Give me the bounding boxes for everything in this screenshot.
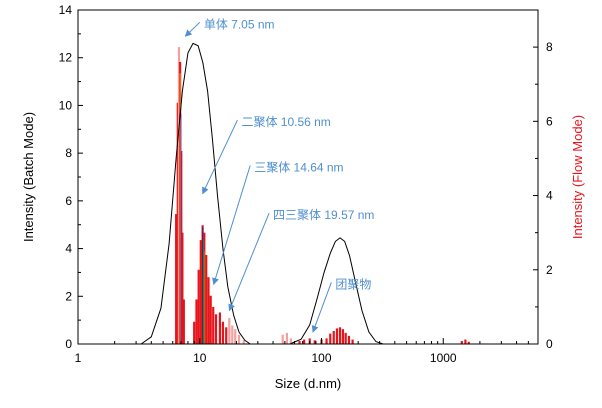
flow-bar bbox=[467, 341, 470, 344]
flow-bar bbox=[228, 318, 231, 344]
flow-bar bbox=[351, 339, 354, 344]
flow-bar bbox=[193, 321, 196, 344]
y-right-tick-label: 8 bbox=[546, 40, 553, 54]
y-right-tick-label: 4 bbox=[546, 189, 553, 203]
flow-bar bbox=[234, 329, 237, 344]
flow-bar bbox=[221, 321, 225, 344]
annotation-arrow bbox=[212, 165, 251, 286]
flow-bar bbox=[464, 339, 467, 344]
flow-bar bbox=[313, 340, 316, 344]
flow-bar bbox=[347, 335, 351, 344]
annotation-arrow bbox=[202, 119, 238, 195]
flow-bar bbox=[344, 332, 347, 344]
y-left-tick-label: 4 bbox=[65, 242, 72, 256]
x-axis-label: Size (d.nm) bbox=[275, 376, 341, 391]
annotation-label: 单体 7.05 nm bbox=[204, 17, 275, 31]
annotation-arrow bbox=[311, 282, 332, 333]
flow-bar bbox=[197, 269, 200, 344]
flow-bar bbox=[335, 328, 339, 344]
flow-bar bbox=[195, 299, 198, 344]
flow-bar bbox=[242, 340, 245, 344]
flow-bar bbox=[281, 334, 284, 344]
flow-bar bbox=[182, 299, 185, 344]
flow-bar bbox=[214, 314, 218, 344]
flow-bar bbox=[205, 254, 208, 344]
y-axis-label-right: Intensity (Flow Mode) bbox=[570, 115, 585, 239]
y-right-tick-label: 6 bbox=[546, 114, 553, 128]
annotation-arrow bbox=[184, 21, 201, 37]
x-tick-label: 10 bbox=[193, 351, 207, 365]
flow-bar bbox=[289, 338, 292, 344]
flow-bar bbox=[325, 338, 328, 344]
flow-bar bbox=[176, 102, 179, 344]
y-left-tick-label: 12 bbox=[59, 51, 73, 65]
flow-bar bbox=[303, 339, 306, 344]
x-tick-label: 1 bbox=[75, 351, 82, 365]
y-left-tick-label: 10 bbox=[59, 98, 73, 112]
y-right-tick-label: 0 bbox=[546, 337, 553, 351]
annotation-label: 二聚体 10.56 nm bbox=[241, 115, 330, 129]
flow-bar bbox=[212, 306, 215, 344]
flow-bar bbox=[199, 240, 202, 344]
flow-bar bbox=[231, 325, 234, 344]
x-tick-label: 100 bbox=[311, 351, 331, 365]
y-right-tick-label: 2 bbox=[546, 263, 553, 277]
flow-bar bbox=[177, 47, 181, 345]
flow-bar bbox=[225, 327, 228, 344]
flow-bar bbox=[338, 327, 342, 344]
flow-bar bbox=[332, 331, 335, 344]
flow-bar bbox=[181, 232, 184, 344]
y-left-tick-label: 14 bbox=[59, 3, 73, 17]
annotation-arrow bbox=[228, 212, 270, 312]
plot-frame bbox=[77, 9, 539, 345]
annotation-label: 团聚物 bbox=[335, 277, 371, 291]
annotation-label: 四三聚体 19.57 nm bbox=[273, 208, 374, 222]
y-axis-label-left: Intensity (Batch Mode) bbox=[21, 112, 36, 242]
flow-bar bbox=[460, 341, 463, 344]
y-left-tick-label: 0 bbox=[65, 337, 72, 351]
flow-bar bbox=[209, 295, 212, 344]
flow-bar bbox=[237, 334, 241, 344]
flow-bar bbox=[218, 312, 222, 344]
flow-bar bbox=[207, 277, 210, 344]
flow-bar bbox=[341, 329, 345, 344]
y-left-tick-label: 6 bbox=[65, 194, 72, 208]
y-left-tick-label: 8 bbox=[65, 146, 72, 160]
x-tick-label: 1000 bbox=[430, 351, 457, 365]
flow-bar bbox=[175, 214, 178, 344]
annotation-label: 三聚体 14.64 nm bbox=[254, 160, 343, 174]
y-left-tick-label: 2 bbox=[65, 289, 72, 303]
flow-bar bbox=[329, 333, 332, 344]
batch-mode-line bbox=[140, 42, 384, 345]
flow-bar bbox=[285, 332, 289, 344]
flow-bar bbox=[298, 341, 301, 344]
